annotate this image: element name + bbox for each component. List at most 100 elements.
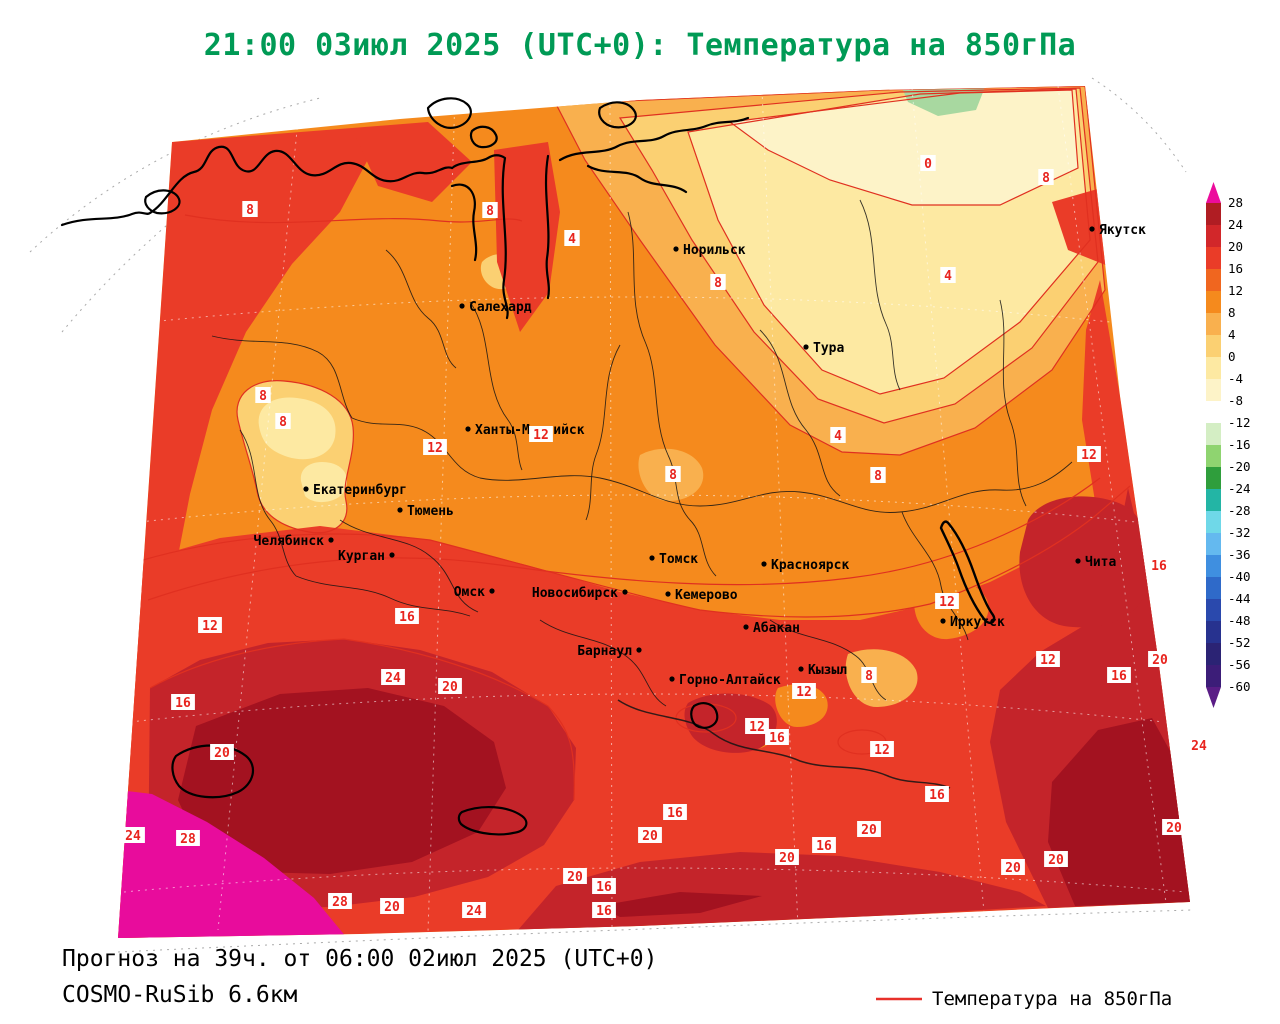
contour-label: 20 — [1044, 851, 1068, 868]
colorbar-value: -44 — [1228, 591, 1251, 606]
contour-label: 0 — [920, 155, 936, 172]
contour-label-box — [830, 427, 846, 443]
contour-label-value: 4 — [568, 232, 576, 247]
contour-label-box — [1077, 446, 1101, 462]
admin-boundaries — [469, 301, 523, 471]
colorbar-segment — [1206, 335, 1221, 357]
contour-label: 20 — [638, 827, 662, 844]
contour-label-box — [920, 155, 936, 171]
contour-label-box — [1036, 651, 1060, 667]
temperature-field — [494, 142, 560, 332]
coastlines — [60, 145, 454, 227]
colorbar-segment — [1206, 203, 1221, 225]
city-dot — [489, 588, 495, 594]
contour-label: 16 — [812, 837, 836, 854]
contour-label: 12 — [529, 426, 553, 443]
contour-label-box — [381, 669, 405, 685]
graticule-outside — [117, 909, 1193, 953]
legend-label: Температура на 850гПа — [932, 988, 1173, 1010]
city-dot — [673, 246, 679, 252]
city-label: Якутск — [1099, 223, 1146, 238]
city-marker: Кызыл — [798, 663, 847, 678]
contour-label-value: 28 — [180, 832, 196, 847]
contour-label-box — [423, 439, 447, 455]
admin-boundaries — [239, 429, 297, 577]
colorbar-value: -20 — [1228, 459, 1251, 474]
contour-label: 8 — [242, 201, 258, 218]
colorbar-segment — [1206, 401, 1221, 423]
city-label: Тюмень — [407, 504, 454, 519]
colorbar-segment — [1206, 555, 1221, 577]
contour-label-box — [1148, 651, 1172, 667]
city-marker: Горно-Алтайск — [669, 673, 781, 688]
contour-label: 16 — [395, 608, 419, 625]
legend-line-sample — [876, 997, 922, 1001]
graticule-outside — [1091, 77, 1187, 173]
city-marker: Омск — [454, 585, 495, 600]
city-marker: Барнаул — [577, 644, 642, 659]
lake-baikal — [939, 520, 996, 625]
contour-label: 8 — [870, 467, 886, 484]
city-label: Кызыл — [808, 663, 847, 678]
colorbar-value: -16 — [1228, 437, 1251, 452]
colorbar-segment — [1206, 379, 1221, 401]
city-dot — [303, 486, 309, 492]
graticule-inside — [123, 867, 1187, 893]
city-dot — [397, 507, 403, 513]
contour-label: 4 — [830, 427, 846, 444]
contour-label: 12 — [1077, 446, 1101, 463]
map-title: 21:00 03июл 2025 (UTC+0): Температура на… — [203, 28, 1077, 63]
city-dot — [636, 647, 642, 653]
graticule-inside — [123, 86, 1187, 933]
contour-label-value: 4 — [834, 429, 842, 444]
contour-label: 8 — [1038, 169, 1054, 186]
city-label: Чита — [1085, 555, 1116, 570]
contour-label-box — [1147, 557, 1171, 573]
contour-label-value: 20 — [567, 870, 583, 885]
contour-label-box — [925, 786, 949, 802]
contour-label: 12 — [935, 593, 959, 610]
temperature-field — [1048, 718, 1190, 906]
colorbar-arrow-top — [1206, 182, 1221, 203]
colorbar-value: 12 — [1228, 283, 1243, 298]
colorbar-segment — [1206, 247, 1221, 269]
admin-boundaries — [627, 211, 669, 456]
colorbar-segment — [1206, 269, 1221, 291]
contour-label-value: 16 — [596, 880, 612, 895]
contour-label: 20 — [857, 821, 881, 838]
contour-label: 8 — [482, 202, 498, 219]
contour-label-value: 12 — [749, 720, 765, 735]
colorbar-segment — [1206, 489, 1221, 511]
legend: Температура на 850гПа — [876, 988, 1172, 1010]
city-marker: Якутск — [1089, 223, 1146, 238]
city-dot — [622, 589, 628, 595]
city-marker: Норильск — [673, 243, 746, 258]
contour-label-value: 20 — [861, 823, 877, 838]
contour-label-value: 20 — [214, 746, 230, 761]
temperature-field — [728, 89, 1079, 206]
lake-s — [457, 805, 528, 836]
contour-label-value: 20 — [384, 900, 400, 915]
city-label: Омск — [454, 585, 485, 600]
contour-label-value: 12 — [1040, 653, 1056, 668]
city-dot — [389, 552, 395, 558]
city-marker: Красноярск — [761, 558, 849, 573]
admin-boundaries — [901, 511, 969, 641]
zone-magenta — [118, 790, 347, 938]
coastlines — [598, 101, 637, 129]
city-dot — [665, 591, 671, 597]
coastlines — [144, 189, 181, 215]
contour-label: 24 — [381, 669, 405, 686]
contour-label-box — [857, 821, 881, 837]
contour-label-value: 8 — [874, 469, 882, 484]
contour-label-value: 24 — [1191, 739, 1207, 754]
contour-label: 16 — [592, 902, 616, 919]
temperature-field — [1019, 496, 1151, 628]
city-label: Курган — [338, 549, 385, 564]
city-marker: Ханты-Мансийск — [465, 423, 585, 438]
contour-label-box — [792, 683, 816, 699]
contour-label-value: 20 — [1005, 861, 1021, 876]
contour-label: 8 — [255, 387, 271, 404]
contour-label-box — [663, 804, 687, 820]
